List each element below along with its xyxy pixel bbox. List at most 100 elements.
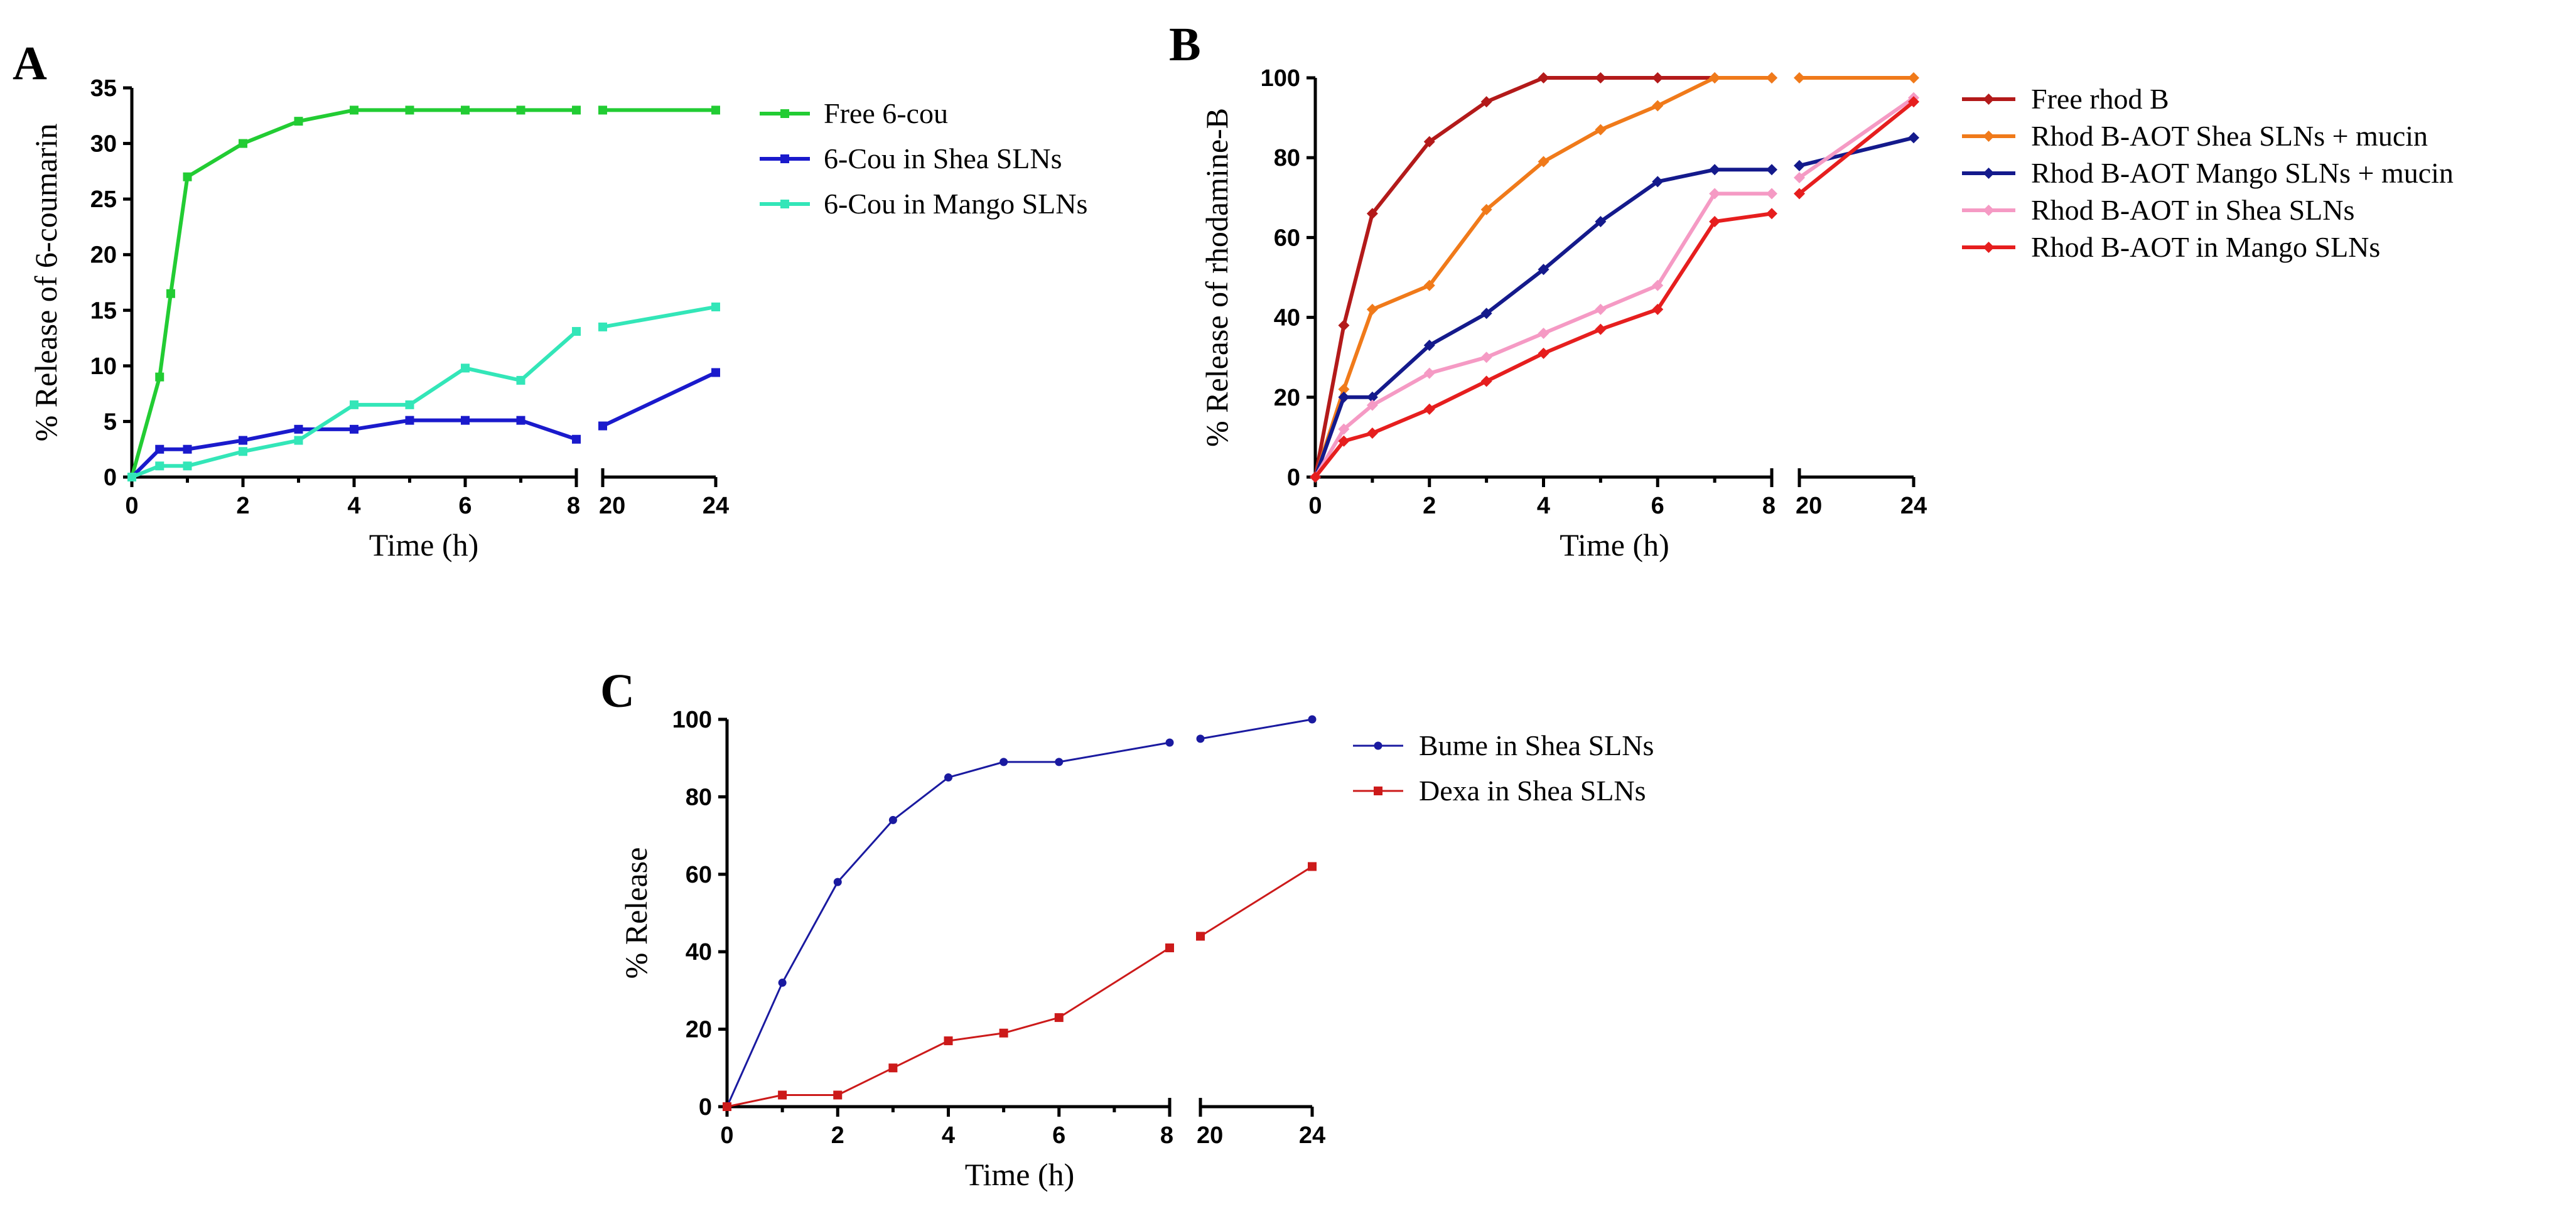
legend-swatch-marker [1374,741,1382,750]
data-point [1000,758,1008,766]
data-point [1423,403,1435,415]
data-point [1595,323,1607,335]
y-tick-label: 15 [90,298,117,324]
series-line-early [1313,168,1772,478]
data-point [1595,124,1607,136]
data-point [1538,72,1549,83]
y-axis-title: % Release [618,847,654,979]
data-point [1423,340,1435,352]
y-tick-label: 80 [686,784,712,810]
series-line-late [601,370,717,428]
legend-label: Free rhod B [2031,83,2169,115]
data-point [1310,471,1321,483]
series-4 [1310,92,1919,483]
data-point [778,979,787,987]
x-tick-label: 24 [1299,1122,1325,1149]
legend-label: Bume in Shea SLNs [1419,729,1654,761]
data-point [1423,367,1435,379]
data-point [1652,279,1664,291]
data-point [183,461,192,471]
data-point [1538,328,1549,340]
series-line-early [726,741,1170,1107]
legend-swatch-marker [1983,205,1995,216]
y-tick-label: 35 [90,75,117,102]
series-line-late [1798,100,1915,195]
data-point [1794,188,1805,200]
data-point [944,1036,953,1046]
data-point [1338,384,1350,395]
data-point [1908,72,1919,83]
y-tick-label: 10 [90,353,117,380]
panel-letter: C [600,665,635,717]
data-point [1480,308,1492,320]
data-point [1908,96,1919,108]
y-tick-label: 0 [699,1094,712,1120]
data-point [461,105,470,115]
data-point [1338,435,1350,447]
x-tick-label: 0 [720,1122,733,1149]
x-tick-label: 20 [1197,1122,1223,1149]
data-point [1366,427,1378,439]
series-1 [723,715,1317,1111]
series-line-early [131,330,578,479]
legend-entry: Bume in Shea SLNs [1353,729,1654,761]
legend-entry: Rhod B-AOT in Mango SLNs [1962,231,2380,263]
data-point [1055,758,1064,766]
data-point [1165,738,1174,747]
data-point [1709,72,1721,83]
panel-letter: B [1169,18,1201,71]
series-2 [723,862,1317,1111]
x-tick-label: 2 [831,1122,844,1149]
data-point [516,416,525,425]
data-point [944,773,952,782]
x-axis-title: Time (h) [965,1157,1075,1192]
data-point [598,105,607,115]
data-point [461,363,470,373]
data-point [461,416,470,425]
series-line-late [1200,866,1313,937]
data-point [1366,399,1378,411]
data-point [239,436,247,445]
data-point [1366,303,1378,315]
data-point [239,139,247,148]
data-point [1709,164,1721,176]
y-tick-label: 0 [1287,465,1300,491]
data-point [166,289,175,298]
legend-entry: Free 6-cou [760,97,948,129]
data-point [1709,215,1721,227]
legend-entry: Free rhod B [1962,83,2169,115]
legend-label: Free 6-cou [824,97,948,129]
data-point [1165,943,1174,953]
legend-entry: 6-Cou in Shea SLNs [760,142,1062,175]
data-point [572,434,581,444]
data-point [1054,1013,1064,1023]
data-point [1709,188,1721,200]
x-tick-label: 8 [1160,1122,1173,1149]
legend-label: Dexa in Shea SLNs [1419,775,1646,807]
data-point [1766,188,1777,200]
data-point [833,1090,843,1100]
y-tick-label: 20 [686,1017,712,1043]
legend-label: Rhod B-AOT Mango SLNs + mucin [2031,157,2454,189]
legend-swatch-marker [1983,242,1995,253]
legend-swatch-marker [1983,131,1995,142]
data-point [1480,352,1492,363]
panel-letter: A [13,37,47,90]
data-point [1423,136,1435,148]
data-point [1652,72,1664,83]
y-tick-label: 20 [1274,385,1300,411]
data-point [572,105,581,115]
x-tick-label: 2 [236,493,249,519]
x-tick-label: 4 [942,1122,955,1149]
data-point [1338,391,1350,403]
data-point [1595,303,1607,315]
legend-label: Rhod B-AOT Shea SLNs + mucin [2031,120,2428,152]
x-tick-label: 20 [599,493,625,519]
data-point [183,444,192,454]
data-point [1652,100,1664,112]
data-point [999,1028,1008,1038]
data-point [294,424,303,434]
data-point [155,372,164,382]
y-tick-label: 40 [686,939,712,965]
